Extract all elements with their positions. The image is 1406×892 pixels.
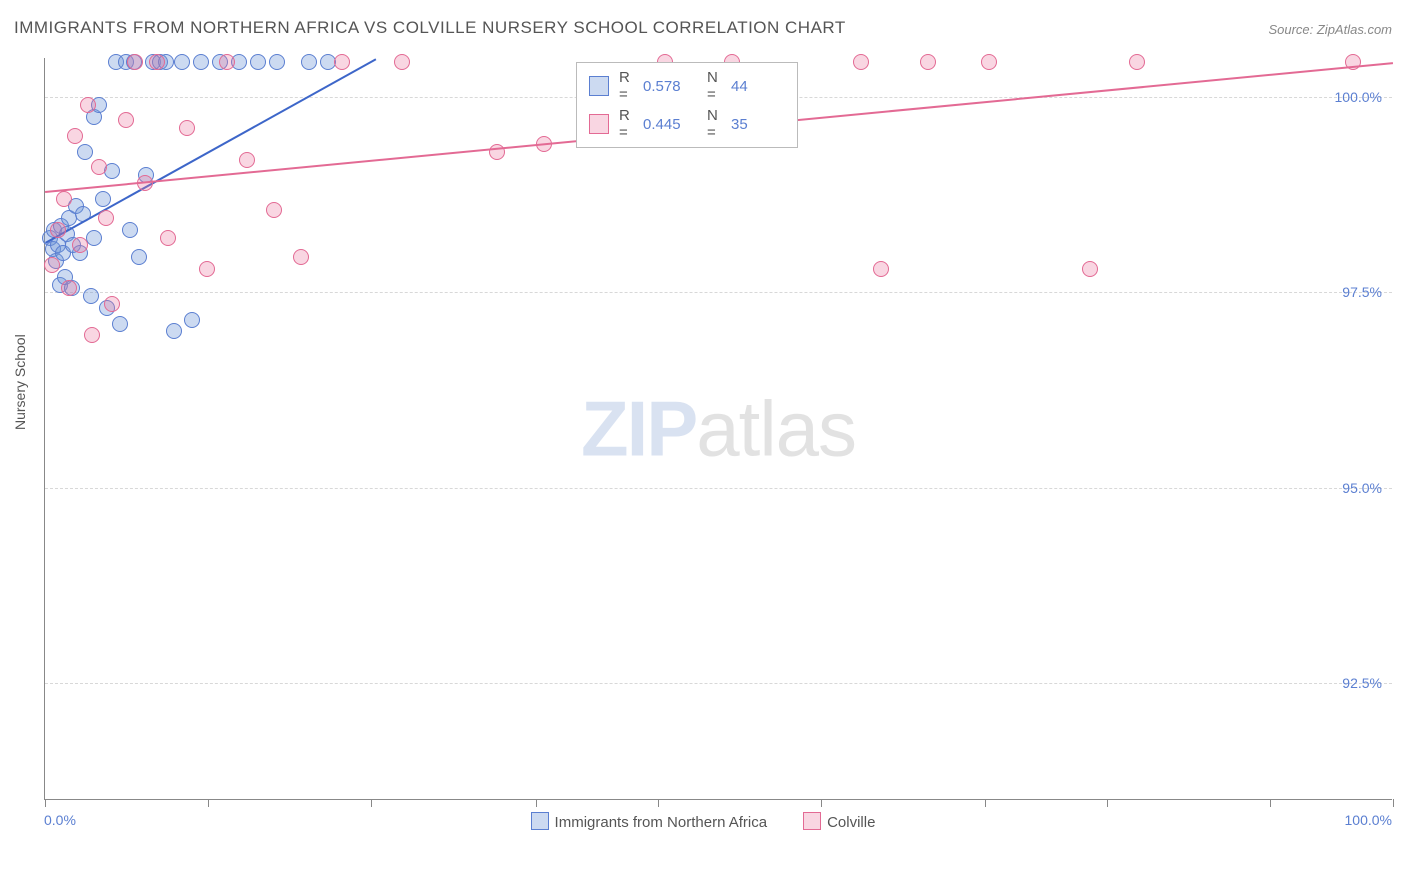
source-label: Source: ZipAtlas.com <box>1268 22 1392 37</box>
data-point <box>394 54 410 70</box>
data-point <box>1082 261 1098 277</box>
data-point <box>72 237 88 253</box>
x-tick <box>1393 799 1394 807</box>
data-point <box>174 54 190 70</box>
stat-n-label: N = <box>707 69 721 103</box>
x-tick <box>821 799 822 807</box>
trend-line <box>45 58 376 243</box>
x-tick <box>536 799 537 807</box>
legend-item: Colville <box>803 814 875 831</box>
gridline <box>45 683 1392 684</box>
stat-r-value: 0.578 <box>643 78 697 95</box>
stat-n-value: 44 <box>731 78 785 95</box>
data-point <box>193 54 209 70</box>
data-point <box>98 210 114 226</box>
legend-swatch <box>589 76 609 96</box>
data-point <box>1129 54 1145 70</box>
data-point <box>67 128 83 144</box>
y-tick-label: 97.5% <box>1342 284 1382 300</box>
data-point <box>166 323 182 339</box>
data-point <box>83 288 99 304</box>
data-point <box>199 261 215 277</box>
stats-row: R = 0.445 N = 35 <box>577 105 797 143</box>
watermark-part2: atlas <box>696 384 856 472</box>
stat-r-value: 0.445 <box>643 116 697 133</box>
legend-label: Colville <box>827 814 875 831</box>
x-tick <box>45 799 46 807</box>
x-tick <box>658 799 659 807</box>
data-point <box>80 97 96 113</box>
watermark: ZIPatlas <box>581 383 856 474</box>
data-point <box>853 54 869 70</box>
watermark-part1: ZIP <box>581 384 696 472</box>
data-point <box>266 202 282 218</box>
bottom-legend: Immigrants from Northern Africa Colville <box>0 812 1406 831</box>
x-tick <box>208 799 209 807</box>
gridline <box>45 488 1392 489</box>
data-point <box>873 261 889 277</box>
x-tick <box>1270 799 1271 807</box>
stat-n-value: 35 <box>731 116 785 133</box>
legend-swatch <box>531 812 549 830</box>
data-point <box>104 296 120 312</box>
y-tick-label: 100.0% <box>1335 89 1382 105</box>
data-point <box>44 257 60 273</box>
y-tick-label: 92.5% <box>1342 675 1382 691</box>
data-point <box>301 54 317 70</box>
legend-swatch <box>803 812 821 830</box>
data-point <box>184 312 200 328</box>
data-point <box>77 144 93 160</box>
legend-item: Immigrants from Northern Africa <box>531 814 768 831</box>
data-point <box>112 316 128 332</box>
data-point <box>127 54 143 70</box>
legend-swatch <box>589 114 609 134</box>
data-point <box>160 230 176 246</box>
data-point <box>95 191 111 207</box>
stat-n-label: N = <box>707 107 721 141</box>
data-point <box>293 249 309 265</box>
data-point <box>131 249 147 265</box>
chart-title: IMMIGRANTS FROM NORTHERN AFRICA VS COLVI… <box>14 18 846 38</box>
data-point <box>50 222 66 238</box>
y-axis-label: Nursery School <box>12 334 28 430</box>
stat-r-label: R = <box>619 69 633 103</box>
x-tick <box>371 799 372 807</box>
stats-box: R = 0.578 N = 44 R = 0.445 N = 35 <box>576 62 798 148</box>
x-tick <box>985 799 986 807</box>
data-point <box>91 159 107 175</box>
plot-area: ZIPatlas 100.0% 97.5% 95.0% 92.5% <box>44 58 1392 800</box>
data-point <box>118 112 134 128</box>
data-point <box>84 327 100 343</box>
data-point <box>122 222 138 238</box>
data-point <box>269 54 285 70</box>
data-point <box>489 144 505 160</box>
data-point <box>920 54 936 70</box>
legend-label: Immigrants from Northern Africa <box>555 814 768 831</box>
data-point <box>239 152 255 168</box>
data-point <box>250 54 266 70</box>
data-point <box>56 191 72 207</box>
stats-row: R = 0.578 N = 44 <box>577 67 797 105</box>
data-point <box>61 280 77 296</box>
data-point <box>179 120 195 136</box>
stat-r-label: R = <box>619 107 633 141</box>
y-tick-label: 95.0% <box>1342 480 1382 496</box>
data-point <box>334 54 350 70</box>
gridline <box>45 292 1392 293</box>
data-point <box>149 54 165 70</box>
x-tick <box>1107 799 1108 807</box>
data-point <box>219 54 235 70</box>
data-point <box>981 54 997 70</box>
